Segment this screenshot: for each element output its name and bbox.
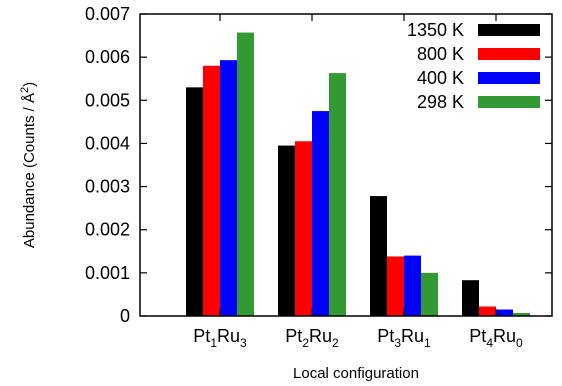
- y-tick-label: 0.006: [85, 47, 130, 67]
- y-tick-label: 0.004: [85, 133, 130, 153]
- y-tick-label: 0.005: [85, 90, 130, 110]
- bar-1350-k-1: [186, 87, 203, 316]
- bar-298-k-3: [421, 272, 438, 316]
- bar-800-k-4: [479, 306, 496, 316]
- y-tick-label: 0: [120, 306, 130, 326]
- legend-swatch: [478, 24, 540, 36]
- bar-800-k-2: [295, 141, 312, 316]
- bar-298-k-1: [237, 32, 254, 317]
- legend: 1350 K 800 K 400 K 298 K: [407, 20, 540, 112]
- y-tick-label: 0.007: [85, 4, 130, 24]
- legend-swatch: [478, 72, 540, 84]
- x-category-label: Pt3Ru1: [377, 326, 431, 350]
- bar-400-k-1: [220, 60, 237, 316]
- bar-400-k-3: [404, 255, 421, 316]
- plot-frame: [139, 13, 553, 317]
- bar-800-k-1: [203, 65, 220, 317]
- y-axis-label-main: Abundance (Counts / Å: [21, 93, 38, 248]
- legend-label: 400 K: [417, 68, 464, 88]
- bar-298-k-2: [329, 73, 346, 316]
- legend-label: 1350 K: [407, 20, 464, 40]
- x-category-label: Pt4Ru0: [469, 326, 523, 350]
- bar-400-k-2: [312, 111, 329, 316]
- x-category-label: Pt2Ru2: [285, 326, 339, 350]
- legend-label: 298 K: [417, 92, 464, 112]
- x-axis-label: Local configuration: [293, 365, 419, 382]
- y-axis-label: Abundance (Counts / Å2): [19, 82, 38, 248]
- x-category-label: Pt1Ru3: [193, 326, 247, 350]
- legend-swatch: [478, 48, 540, 60]
- bar-800-k-3: [387, 256, 404, 316]
- bar-298-k-4: [513, 312, 530, 316]
- bar-1350-k-3: [370, 196, 387, 316]
- bar-400-k-4: [496, 309, 513, 316]
- y-tick-label: 0.002: [85, 220, 130, 240]
- legend-label: 800 K: [417, 44, 464, 64]
- bars-group: [186, 32, 530, 317]
- y-axis-label-end: ): [21, 82, 38, 87]
- x-axis: Pt1Ru3 Pt2Ru2 Pt3Ru1 Pt4Ru0: [193, 14, 523, 350]
- bar-1350-k-4: [462, 280, 479, 316]
- bar-1350-k-2: [278, 145, 295, 316]
- legend-swatch: [478, 96, 540, 108]
- y-axis-label-sup: 2: [19, 87, 31, 93]
- y-tick-label: 0.003: [85, 177, 130, 197]
- y-tick-label: 0.001: [85, 263, 130, 283]
